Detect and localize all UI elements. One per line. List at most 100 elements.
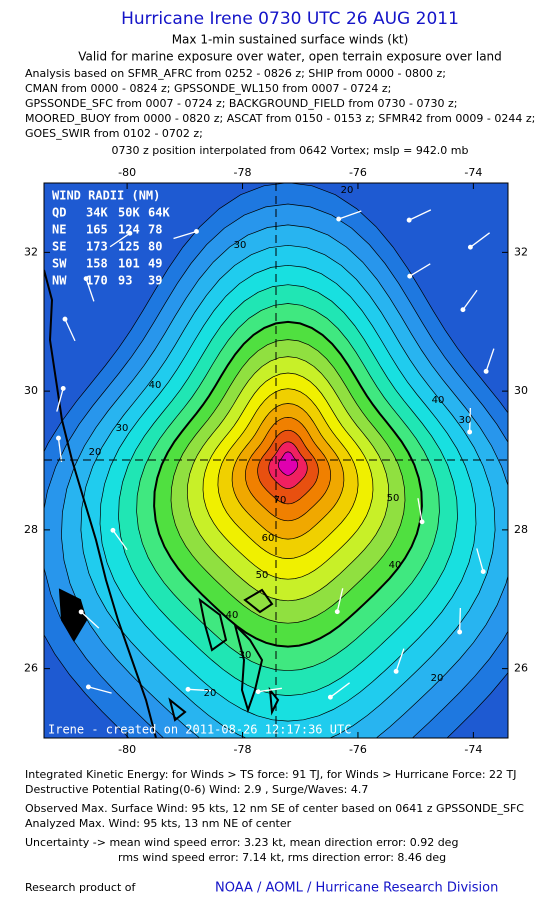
wind-arrow bbox=[85, 278, 95, 302]
wind-radii-cell: SE bbox=[52, 240, 66, 254]
wind-arrow-head bbox=[406, 217, 412, 223]
wind-arrow bbox=[417, 498, 423, 522]
wind-radii-cell: 124 bbox=[118, 223, 140, 237]
wind-arrow-head bbox=[467, 244, 473, 250]
x-tick-label: -78 bbox=[234, 166, 252, 179]
wind-radii-cell: 170 bbox=[86, 274, 108, 288]
wind-arrow-head bbox=[60, 385, 66, 391]
wind-arrow bbox=[56, 388, 64, 412]
contour-label: 40 bbox=[432, 395, 445, 406]
footer-line: Destructive Potential Rating(0-6) Wind: … bbox=[25, 783, 368, 796]
wind-arrow-head bbox=[185, 686, 191, 692]
wind-arrow bbox=[336, 588, 344, 612]
analysis-line: CMAN from 0000 - 0824 z; GPSSONDE_WL150 … bbox=[25, 82, 391, 95]
contour-label: 40 bbox=[226, 610, 239, 621]
wind-arrow bbox=[258, 687, 282, 693]
wind-arrow-head bbox=[327, 694, 333, 700]
wind-arrow bbox=[408, 209, 432, 221]
valid-note: Valid for marine exposure over water, op… bbox=[78, 50, 502, 64]
wind-radii-cell: 158 bbox=[86, 257, 108, 271]
wind-arrow bbox=[173, 230, 197, 240]
wind-radii-cell: 101 bbox=[118, 257, 140, 271]
y-tick-label: 30 bbox=[24, 384, 38, 397]
wind-arrow bbox=[64, 318, 76, 342]
contour-band bbox=[277, 451, 299, 476]
wind-arrow bbox=[187, 688, 213, 692]
x-tick-label: -76 bbox=[349, 166, 367, 179]
contour-label: 20 bbox=[89, 447, 102, 458]
coastline bbox=[44, 269, 280, 738]
contour-label: 30 bbox=[116, 423, 129, 434]
research-label: Research product of bbox=[25, 881, 136, 894]
wind-arrow bbox=[458, 607, 462, 633]
wind-arrow bbox=[468, 407, 472, 433]
wind-radii-cell: SW bbox=[52, 257, 67, 271]
wind-arrow-head bbox=[480, 569, 486, 575]
wind-arrow-head bbox=[85, 684, 91, 690]
wind-arrow bbox=[476, 548, 484, 572]
y-tick-label: 32 bbox=[514, 245, 528, 258]
footer-line: Observed Max. Surface Wind: 95 kts, 12 n… bbox=[25, 802, 524, 815]
wind-arrow-head bbox=[407, 273, 413, 279]
wind-arrow-head bbox=[83, 276, 89, 282]
org-link[interactable]: NOAA / AOML / Hurricane Research Divisio… bbox=[215, 881, 498, 896]
wind-radii-cell: 78 bbox=[148, 223, 162, 237]
wind-radii-cell: 165 bbox=[86, 223, 108, 237]
map-credit: Irene - created on 2011-08-26 12:17:36 U… bbox=[48, 723, 351, 737]
wind-arrow-head bbox=[110, 527, 116, 533]
footer-line: rms wind speed error: 7.14 kt, rms direc… bbox=[118, 851, 446, 864]
wind-arrow-head bbox=[483, 368, 489, 374]
analysis-line: Analysis based on SFMR_AFRC from 0252 - … bbox=[25, 67, 446, 80]
wind-radii-title: WIND RADII (NM) bbox=[52, 189, 160, 203]
analysis-line: GOES_SWIR from 0102 - 0702 z; bbox=[25, 127, 203, 140]
wind-radii-cell: 173 bbox=[86, 240, 108, 254]
y-tick-label: 30 bbox=[514, 384, 528, 397]
wind-arrow-head bbox=[78, 609, 84, 615]
wind-arrow bbox=[409, 263, 431, 277]
wind-arrow bbox=[57, 438, 63, 462]
wind-radii-cell: 125 bbox=[118, 240, 140, 254]
wind-radii-header: QD bbox=[52, 206, 66, 220]
analysis-line: MOORED_BUOY from 0000 - 0820 z; ASCAT fr… bbox=[25, 112, 535, 125]
wind-arrow bbox=[80, 611, 100, 629]
wind-arrow-head bbox=[457, 629, 463, 635]
contour-label: 60 bbox=[262, 533, 275, 544]
y-tick-label: 26 bbox=[514, 662, 528, 675]
contour-label: 70 bbox=[274, 495, 287, 506]
x-tick-label: -76 bbox=[349, 743, 367, 756]
wind-arrow-head bbox=[419, 519, 425, 525]
wind-radii-cell: 39 bbox=[148, 274, 162, 288]
wind-radii-cell: 80 bbox=[148, 240, 162, 254]
wind-radii-header: 34K bbox=[86, 206, 108, 220]
contour-label: 20 bbox=[341, 185, 354, 196]
contour-label: 30 bbox=[234, 240, 247, 251]
x-tick-label: -78 bbox=[234, 743, 252, 756]
y-tick-label: 28 bbox=[24, 523, 38, 536]
subtitle: Max 1-min sustained surface winds (kt) bbox=[172, 33, 409, 47]
wind-radii-cell: NE bbox=[52, 223, 66, 237]
wind-arrow-head bbox=[467, 429, 473, 435]
wind-arrow-head bbox=[336, 216, 342, 222]
contour-label: 30 bbox=[239, 650, 252, 661]
position-note: 0730 z position interpolated from 0642 V… bbox=[111, 144, 468, 157]
wind-arrow-head bbox=[393, 668, 399, 674]
wind-arrow bbox=[109, 232, 131, 248]
footer-line: Integrated Kinetic Energy: for Winds > T… bbox=[25, 768, 517, 781]
wind-radii-cell: NW bbox=[52, 274, 67, 288]
wind-arrow bbox=[338, 210, 362, 220]
contour-label: 20 bbox=[204, 688, 217, 699]
map-frame bbox=[43, 182, 509, 739]
wind-arrow bbox=[112, 529, 128, 551]
title: Hurricane Irene 0730 UTC 26 AUG 2011 bbox=[121, 9, 459, 29]
wind-arrow bbox=[469, 232, 491, 248]
wind-arrow-head bbox=[334, 609, 340, 615]
y-tick-label: 32 bbox=[24, 245, 38, 258]
y-tick-label: 26 bbox=[24, 662, 38, 675]
contour-label: 40 bbox=[389, 560, 402, 571]
contour-label: 20 bbox=[431, 673, 444, 684]
wind-arrow-head bbox=[127, 230, 133, 236]
wind-arrow bbox=[88, 686, 112, 694]
footer-line: Uncertainty -> mean wind speed error: 3.… bbox=[25, 836, 458, 849]
wind-arrow bbox=[395, 648, 405, 672]
